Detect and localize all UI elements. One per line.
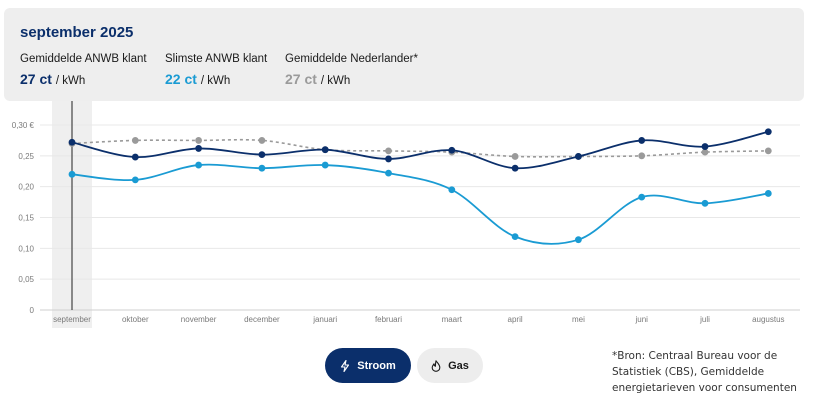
stat-value: 27 ct bbox=[285, 71, 317, 87]
source-note: *Bron: Centraal Bureau voor de Statistie… bbox=[612, 350, 797, 394]
data-point-2 bbox=[638, 152, 646, 160]
summary-panel: september 2025 Gemiddelde ANWB klant 27 … bbox=[4, 8, 804, 101]
series-line-0 bbox=[71, 130, 769, 170]
data-point-1 bbox=[68, 170, 76, 178]
data-point-0 bbox=[195, 145, 203, 152]
series-line-1 bbox=[71, 163, 769, 245]
flame-icon bbox=[431, 359, 441, 372]
data-point-1 bbox=[638, 193, 646, 201]
data-point-0 bbox=[764, 128, 772, 136]
data-point-1 bbox=[701, 199, 709, 207]
gas-label: Gas bbox=[448, 359, 469, 372]
price-line-chart[interactable]: 0 0,05 0,10 0,15 0,20 0,25 0,30 € september okto… bbox=[0, 101, 814, 331]
stat-average-anwb: Gemiddelde ANWB klant 27 ct / kWh bbox=[20, 53, 147, 89]
month-title: september 2025 bbox=[20, 24, 134, 41]
stroom-label: Stroom bbox=[357, 359, 396, 372]
data-point-1 bbox=[511, 233, 519, 241]
x-tick-label: augustus bbox=[752, 315, 784, 324]
y-tick-label: 0,25 bbox=[18, 152, 34, 161]
stat-label: Gemiddelde ANWB klant bbox=[20, 53, 147, 65]
stat-unit: / kWh bbox=[55, 75, 86, 87]
x-tick-label: mei bbox=[572, 315, 585, 324]
data-point-2 bbox=[764, 147, 772, 155]
stat-label: Gemiddelde Nederlander* bbox=[285, 53, 418, 65]
x-tick-label: juni bbox=[634, 315, 648, 324]
y-tick-label: 0,30 € bbox=[12, 121, 35, 130]
x-tick-label: december bbox=[244, 315, 280, 324]
data-point-1 bbox=[448, 186, 456, 194]
data-point-0 bbox=[131, 153, 139, 161]
stat-unit: / kWh bbox=[320, 75, 351, 87]
data-point-0 bbox=[385, 155, 392, 163]
x-tick-label: september bbox=[53, 315, 91, 324]
data-point-0 bbox=[511, 164, 519, 172]
data-point-0 bbox=[638, 137, 646, 144]
data-point-2 bbox=[195, 137, 203, 144]
y-tick-label: 0 bbox=[30, 306, 35, 315]
gas-button[interactable]: Gas bbox=[417, 348, 483, 383]
data-point-0 bbox=[448, 146, 456, 154]
stat-average-dutch: Gemiddelde Nederlander* 27 ct / kWh bbox=[285, 53, 418, 89]
stroom-button[interactable]: Stroom bbox=[325, 348, 411, 383]
y-tick-label: 0,15 bbox=[18, 214, 34, 223]
data-point-0 bbox=[575, 153, 582, 160]
data-point-0 bbox=[701, 143, 709, 150]
y-tick-label: 0,10 bbox=[18, 244, 34, 253]
data-point-2 bbox=[131, 137, 139, 144]
stat-unit: / kWh bbox=[200, 75, 231, 87]
series-line-2 bbox=[71, 138, 769, 158]
x-tick-label: april bbox=[508, 315, 523, 324]
data-point-2 bbox=[701, 148, 709, 156]
data-point-2 bbox=[511, 153, 519, 160]
stat-value: 27 ct bbox=[20, 71, 52, 87]
x-tick-label: juli bbox=[699, 315, 710, 324]
stat-smartest-anwb: Slimste ANWB klant 22 ct / kWh bbox=[165, 53, 267, 89]
data-point-0 bbox=[258, 151, 266, 158]
y-tick-label: 0,20 bbox=[18, 183, 34, 192]
data-point-0 bbox=[321, 146, 329, 154]
data-point-1 bbox=[575, 236, 582, 244]
x-tick-label: maart bbox=[442, 315, 463, 324]
y-tick-label: 0,05 bbox=[18, 275, 34, 284]
data-point-2 bbox=[385, 147, 392, 155]
data-point-1 bbox=[321, 161, 329, 169]
x-tick-label: februari bbox=[375, 315, 402, 324]
data-point-1 bbox=[385, 169, 392, 177]
x-tick-label: januari bbox=[312, 315, 337, 324]
data-point-1 bbox=[195, 161, 203, 169]
x-tick-label: oktober bbox=[122, 315, 149, 324]
lightning-icon bbox=[340, 359, 350, 372]
data-point-1 bbox=[258, 164, 266, 172]
x-tick-label: november bbox=[181, 315, 217, 324]
data-point-1 bbox=[131, 176, 139, 184]
stat-value: 22 ct bbox=[165, 71, 197, 87]
data-point-1 bbox=[764, 190, 772, 197]
stat-label: Slimste ANWB klant bbox=[165, 53, 268, 65]
data-point-0 bbox=[68, 138, 76, 146]
data-point-2 bbox=[258, 137, 266, 144]
